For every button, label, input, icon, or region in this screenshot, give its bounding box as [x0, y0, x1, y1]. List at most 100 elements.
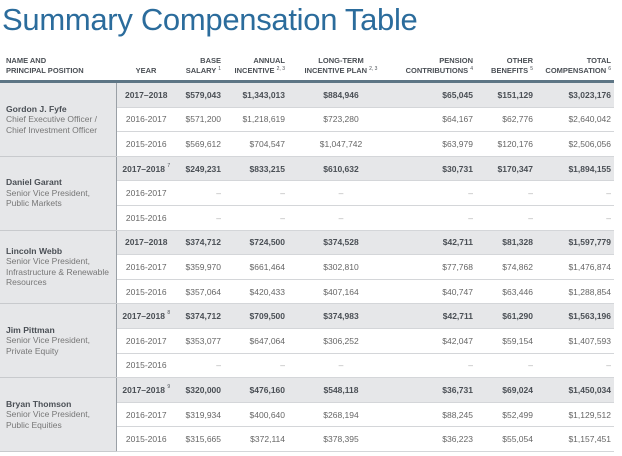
executive-name: Lincoln Webb [6, 245, 63, 256]
annual-cell: $476,160 [224, 377, 288, 403]
base-cell: $571,200 [176, 107, 224, 133]
pension-cell: $88,245 [394, 402, 476, 428]
executive-name: Jim Pittman [6, 324, 55, 335]
year-cell: 2016-2017 [116, 180, 176, 206]
ltip-cell: $374,983 [288, 303, 394, 329]
year-cell: 2017–2018 8 [116, 303, 176, 329]
header-annual: Annual Incentive 2, 3 [224, 56, 288, 83]
year-cell: 2015-2016 [116, 279, 176, 305]
ltip-cell: $548,118 [288, 377, 394, 403]
other-cell: $63,446 [476, 279, 536, 305]
ltip-cell: $378,395 [288, 426, 394, 452]
ltip-cell: – [288, 205, 394, 231]
annual-cell: $661,464 [224, 254, 288, 280]
ltip-cell: $268,194 [288, 402, 394, 428]
pension-cell: $36,731 [394, 377, 476, 403]
year-cell: 2017–2018 [116, 81, 176, 108]
year-cell: 2017–2018 7 [116, 156, 176, 182]
other-cell: $62,776 [476, 107, 536, 133]
executive-position: Senior Vice President, Private Equity [6, 335, 90, 356]
other-cell: $81,328 [476, 230, 536, 256]
pension-cell: $36,223 [394, 426, 476, 452]
other-cell: $61,290 [476, 303, 536, 329]
compensation-table: Name and Principal Position Year Base Sala… [0, 56, 614, 452]
year-cell: 2015-2016 [116, 353, 176, 379]
other-cell: $74,862 [476, 254, 536, 280]
other-cell: $69,024 [476, 377, 536, 403]
annual-cell: $400,640 [224, 402, 288, 428]
other-cell: – [476, 180, 536, 206]
total-cell: $1,157,451 [536, 426, 614, 452]
base-cell: $374,712 [176, 303, 224, 329]
ltip-cell: $884,946 [288, 81, 394, 108]
annual-cell: $372,114 [224, 426, 288, 452]
page-title: Summary Compensation Table [2, 2, 418, 37]
annual-cell: $647,064 [224, 328, 288, 354]
total-cell: $2,640,042 [536, 107, 614, 133]
pension-cell: $40,747 [394, 279, 476, 305]
table-row: 2015-2016 $357,064 $420,433 $407,164 $40,747… [0, 279, 614, 305]
table-row: 2016-2017 $359,970 $661,464 $302,810 $77,768… [0, 254, 614, 280]
pension-cell: $64,167 [394, 107, 476, 133]
header-year: Year [116, 56, 176, 83]
header-other: Other Benefits 5 [476, 56, 536, 83]
annual-cell: $1,343,013 [224, 81, 288, 108]
base-cell: $319,934 [176, 402, 224, 428]
executive-position: Senior Vice President, Infrastructure & … [6, 256, 109, 288]
total-cell: $1,450,034 [536, 377, 614, 403]
executive-position: Senior Vice President, Public Equities [6, 409, 90, 430]
base-cell: $315,665 [176, 426, 224, 452]
total-cell: $1,894,155 [536, 156, 614, 182]
pension-cell: $42,711 [394, 230, 476, 256]
table-row: 2016-2017– – – – – – [0, 180, 614, 206]
header-name: Name and Principal Position [0, 56, 116, 83]
base-cell: $359,970 [176, 254, 224, 280]
annual-cell: $420,433 [224, 279, 288, 305]
ltip-cell: $407,164 [288, 279, 394, 305]
other-cell: $52,499 [476, 402, 536, 428]
annual-cell: – [224, 205, 288, 231]
table-row: Daniel Garant Senior Vice President, Publ… [0, 156, 614, 231]
executive-cell: Daniel Garant Senior Vice President, Publ… [0, 156, 117, 231]
ltip-cell: $723,280 [288, 107, 394, 133]
executive-cell: Bryan Thomson Senior Vice President, Publ… [0, 377, 117, 452]
total-cell: $3,023,176 [536, 81, 614, 108]
other-cell: – [476, 205, 536, 231]
executive-cell: Gordon J. Fyfe Chief Executive Officer / … [0, 81, 117, 157]
header-ltip: Long-Term Incentive Plan 2, 3 [288, 56, 394, 83]
header-base: Base Salary 1 [176, 56, 224, 83]
pension-cell: $63,979 [394, 131, 476, 157]
executive-name: Daniel Garant [6, 177, 62, 188]
base-cell: – [176, 205, 224, 231]
base-cell: $579,043 [176, 81, 224, 108]
table-row: 2016-2017 $319,934 $400,640 $268,194 $88,245… [0, 402, 614, 428]
table-row: Bryan Thomson Senior Vice President, Publ… [0, 377, 614, 452]
year-cell: 2016-2017 [116, 328, 176, 354]
header-pension: Pension Contributions 4 [394, 56, 476, 83]
base-cell: $569,612 [176, 131, 224, 157]
year-cell: 2015-2016 [116, 205, 176, 231]
total-cell: $1,476,874 [536, 254, 614, 280]
base-cell: $249,231 [176, 156, 224, 182]
annual-cell: $1,218,619 [224, 107, 288, 133]
pension-cell: $42,047 [394, 328, 476, 354]
pension-cell: $30,731 [394, 156, 476, 182]
executive-name: Gordon J. Fyfe [6, 103, 67, 114]
base-cell: – [176, 180, 224, 206]
ltip-cell: $306,252 [288, 328, 394, 354]
executive-position: Chief Executive Officer / Chief Investme… [6, 114, 98, 135]
table-row: Jim Pittman Senior Vice President, Privat… [0, 303, 614, 379]
ltip-cell: $1,047,742 [288, 131, 394, 157]
ltip-cell: – [288, 353, 394, 379]
pension-cell: $77,768 [394, 254, 476, 280]
total-cell: – [536, 180, 614, 206]
header-total: Total Compensation 6 [536, 56, 614, 83]
total-cell: $1,597,779 [536, 230, 614, 256]
annual-cell: $709,500 [224, 303, 288, 329]
table-row: 2015-2016– – – – – – [0, 353, 614, 379]
annual-cell: – [224, 180, 288, 206]
year-cell: 2016-2017 [116, 402, 176, 428]
table-row: 2016-2017 $571,200 $1,218,619 $723,280 $64,1… [0, 107, 614, 133]
other-cell: $170,347 [476, 156, 536, 182]
table-header-row: Name and Principal Position Year Base Sala… [0, 56, 614, 83]
